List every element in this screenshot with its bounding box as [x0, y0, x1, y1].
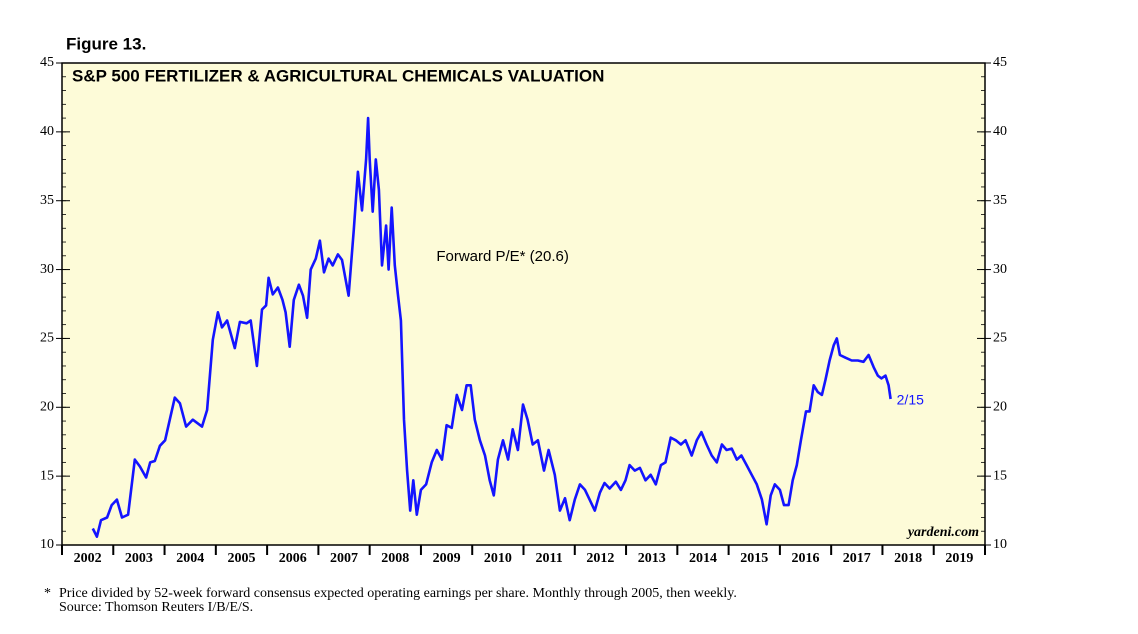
y-tick-label-right: 30: [993, 262, 1007, 277]
x-tick-label: 2019: [945, 551, 973, 566]
y-tick-label: 10: [40, 537, 54, 552]
end-label: 2/15: [897, 392, 924, 408]
plot-area: [61, 62, 986, 546]
x-tick-label: 2010: [484, 551, 512, 566]
y-tick-label-right: 15: [993, 468, 1007, 483]
y-tick-label: 30: [40, 262, 54, 277]
x-tick-label: 2017: [843, 551, 871, 566]
y-tick-label: 45: [40, 55, 54, 70]
x-tick-label: 2016: [792, 551, 820, 566]
x-tick-label: 2011: [536, 551, 563, 566]
x-tick-label: 2009: [433, 551, 461, 566]
x-tick-label: 2008: [381, 551, 409, 566]
x-tick-label: 2005: [227, 551, 255, 566]
series-line: [91, 116, 892, 538]
footnote: Price divided by 52-week forward consens…: [59, 586, 737, 601]
x-tick-label: 2003: [125, 551, 153, 566]
series-label: Forward P/E* (20.6): [436, 248, 569, 265]
y-tick-label-right: 20: [993, 400, 1007, 415]
watermark: yardeni.com: [906, 525, 979, 540]
y-tick-label: 25: [40, 331, 54, 346]
x-tick-label: 2007: [330, 551, 358, 566]
y-tick-label: 35: [40, 193, 54, 208]
y-tick-label: 20: [40, 400, 54, 415]
footnote-marker: *: [44, 586, 51, 601]
source: Source: Thomson Reuters I/B/E/S.: [59, 600, 253, 615]
y-tick-label-right: 25: [993, 331, 1007, 346]
x-tick-label: 2015: [740, 551, 768, 566]
chart-title: S&P 500 FERTILIZER & AGRICULTURAL CHEMIC…: [72, 66, 604, 85]
y-tick-label-right: 35: [993, 193, 1007, 208]
y-tick-label-right: 45: [993, 55, 1007, 70]
y-tick-label-right: 40: [993, 124, 1007, 139]
x-tick-label: 2013: [638, 551, 666, 566]
x-tick-label: 2012: [586, 551, 614, 566]
figure-label: Figure 13.: [66, 34, 146, 53]
x-tick-label: 2002: [74, 551, 102, 566]
x-tick-label: 2006: [279, 551, 307, 566]
x-tick-label: 2018: [894, 551, 922, 566]
y-tick-label: 40: [40, 124, 54, 139]
y-tick-label-right: 10: [993, 537, 1007, 552]
y-tick-label: 15: [40, 468, 54, 483]
x-tick-label: 2014: [689, 551, 717, 566]
x-tick-label: 2004: [176, 551, 204, 566]
